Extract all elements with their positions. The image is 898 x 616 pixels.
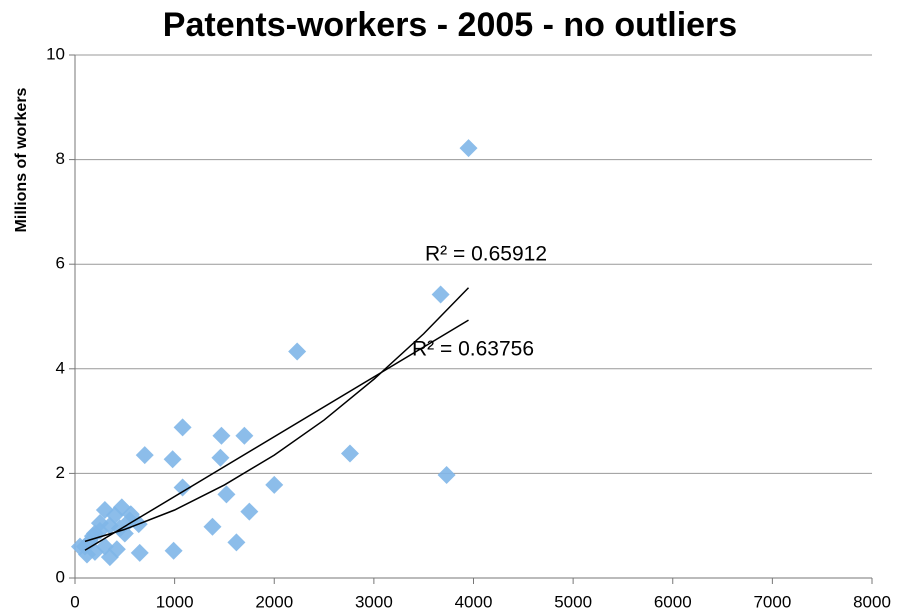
data-point bbox=[107, 540, 126, 559]
data-point bbox=[164, 541, 183, 560]
data-point bbox=[173, 418, 192, 437]
data-point bbox=[431, 285, 450, 304]
x-tick-label: 2000 bbox=[255, 592, 293, 611]
y-tick-label: 0 bbox=[56, 567, 65, 586]
data-point bbox=[173, 478, 192, 497]
y-axis-label: Millions of workers bbox=[13, 87, 30, 232]
data-point bbox=[288, 342, 307, 361]
x-tick-label: 1000 bbox=[156, 592, 194, 611]
data-point bbox=[227, 533, 246, 552]
data-point bbox=[340, 444, 359, 463]
trendline-label: R² = 0.65912 bbox=[425, 243, 547, 266]
y-tick-label: 10 bbox=[46, 44, 65, 63]
x-tick-label: 8000 bbox=[853, 592, 891, 611]
data-point bbox=[90, 514, 109, 533]
data-point bbox=[437, 465, 456, 484]
data-point bbox=[163, 450, 182, 469]
x-tick-label: 6000 bbox=[654, 592, 692, 611]
trendline bbox=[84, 287, 470, 543]
data-point bbox=[212, 426, 231, 445]
y-tick-label: 8 bbox=[56, 149, 65, 168]
y-tick-label: 6 bbox=[56, 254, 65, 273]
y-tick-label: 4 bbox=[56, 358, 65, 377]
data-point bbox=[459, 139, 478, 158]
data-point bbox=[112, 498, 131, 517]
data-point bbox=[130, 543, 149, 562]
data-point bbox=[211, 448, 230, 467]
trendline-label: R² = 0.63756 bbox=[412, 338, 534, 361]
data-point bbox=[203, 517, 222, 536]
data-point bbox=[235, 426, 254, 445]
data-point bbox=[135, 446, 154, 465]
x-tick-label: 0 bbox=[70, 592, 79, 611]
data-point bbox=[265, 475, 284, 494]
y-tick-label: 2 bbox=[56, 463, 65, 482]
x-tick-label: 5000 bbox=[554, 592, 592, 611]
x-tick-label: 3000 bbox=[355, 592, 393, 611]
data-point bbox=[240, 502, 259, 521]
data-point bbox=[217, 485, 236, 504]
x-tick-label: 7000 bbox=[753, 592, 791, 611]
chart-title: Patents-workers - 2005 - no outliers bbox=[163, 6, 737, 44]
x-tick-label: 4000 bbox=[455, 592, 493, 611]
trendline bbox=[84, 319, 469, 551]
